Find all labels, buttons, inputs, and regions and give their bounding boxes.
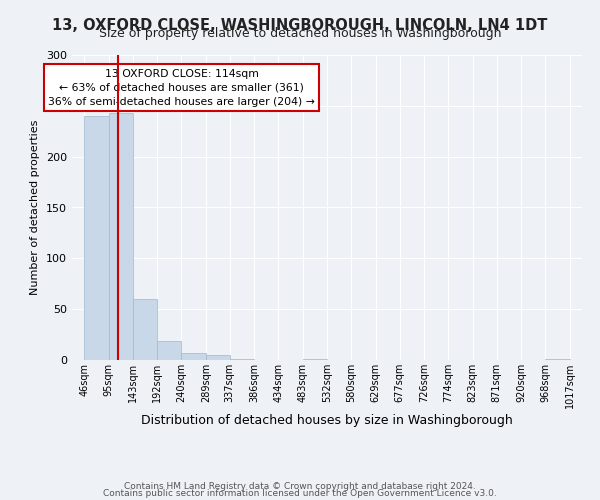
Bar <box>303 359 327 360</box>
Text: Size of property relative to detached houses in Washingborough: Size of property relative to detached ho… <box>99 28 501 40</box>
Bar <box>206 355 230 360</box>
Text: 13 OXFORD CLOSE: 114sqm
← 63% of detached houses are smaller (361)
36% of semi-d: 13 OXFORD CLOSE: 114sqm ← 63% of detache… <box>48 68 315 106</box>
Bar <box>545 359 569 360</box>
Y-axis label: Number of detached properties: Number of detached properties <box>31 120 40 295</box>
Bar <box>109 113 133 360</box>
Bar <box>181 353 206 360</box>
Bar <box>133 299 157 360</box>
Bar <box>85 116 109 360</box>
Text: 13, OXFORD CLOSE, WASHINGBOROUGH, LINCOLN, LN4 1DT: 13, OXFORD CLOSE, WASHINGBOROUGH, LINCOL… <box>52 18 548 32</box>
Text: Contains HM Land Registry data © Crown copyright and database right 2024.: Contains HM Land Registry data © Crown c… <box>124 482 476 491</box>
Text: Contains public sector information licensed under the Open Government Licence v3: Contains public sector information licen… <box>103 489 497 498</box>
X-axis label: Distribution of detached houses by size in Washingborough: Distribution of detached houses by size … <box>141 414 513 426</box>
Bar <box>157 340 181 360</box>
Bar <box>230 359 254 360</box>
